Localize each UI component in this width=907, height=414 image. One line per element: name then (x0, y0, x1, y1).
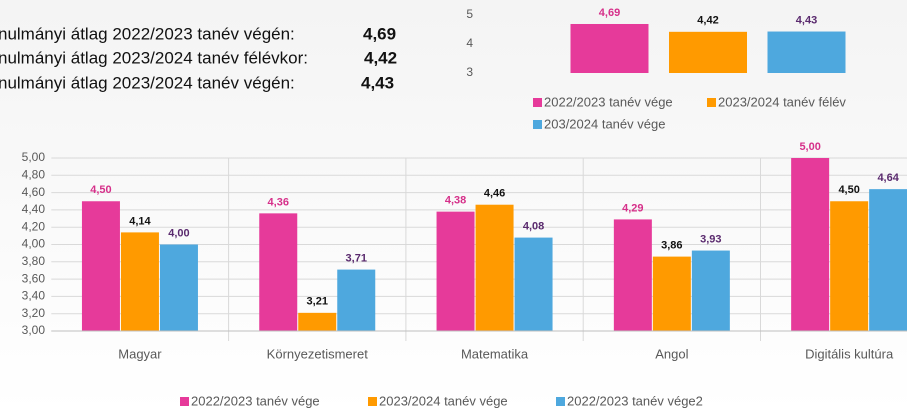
legend-label: 2022/2023 tanév vége2 (567, 393, 703, 408)
value-label: 4,64 (877, 172, 899, 184)
legend-label: 203/2024 tanév vége (544, 116, 665, 131)
bar (830, 201, 869, 331)
bar (691, 250, 730, 331)
bar (613, 219, 652, 331)
y-tick-label: 3,80 (22, 254, 46, 268)
summary-value: 4,69 (363, 24, 396, 43)
bar (159, 244, 198, 331)
value-label: 4,69 (599, 7, 620, 19)
bar (652, 256, 691, 331)
bar (298, 312, 337, 331)
legend-swatch (533, 120, 542, 129)
legend-label: 2023/2024 tanév félév (718, 94, 846, 109)
x-tick-label: Magyar (118, 346, 162, 361)
value-label: 3,71 (346, 252, 367, 264)
y-tick-label: 4,40 (22, 202, 46, 216)
value-label: 4,36 (268, 196, 289, 208)
bar (475, 204, 514, 331)
summary-value: 4,43 (361, 73, 394, 92)
y-tick-label: 4,80 (22, 167, 46, 181)
bar (570, 23, 649, 74)
y-tick-label: 3,40 (22, 289, 46, 303)
bar (514, 237, 553, 331)
summary-label: nulmányi átlag 2023/2024 tanév félévkor: (0, 48, 308, 67)
value-label: 4,42 (697, 15, 718, 27)
summary-value: 4,42 (364, 48, 397, 67)
y-tick-label: 5,00 (22, 150, 46, 164)
bar (791, 158, 830, 331)
bar (767, 31, 846, 74)
value-label: 3,86 (661, 240, 682, 252)
legend-label: 2023/2024 tanév vége (379, 393, 508, 408)
y-tick-label: 4,60 (22, 185, 46, 199)
value-label: 3,93 (700, 233, 721, 245)
summary-label: nulmányi átlag 2023/2024 tanév végén: (0, 73, 295, 92)
y-tick-label: 3 (466, 65, 473, 79)
bar (120, 232, 159, 331)
value-label: 4,43 (796, 14, 817, 26)
y-tick-label: 3,00 (22, 323, 46, 337)
value-label: 4,00 (168, 227, 189, 239)
legend-swatch (707, 98, 716, 107)
bar (81, 201, 120, 331)
value-label: 4,29 (622, 202, 643, 214)
legend-swatch (533, 98, 542, 107)
value-label: 4,50 (838, 184, 859, 196)
value-label: 3,21 (307, 296, 328, 308)
bar (669, 31, 747, 73)
bar (337, 269, 376, 331)
y-tick-label: 3,60 (22, 271, 46, 285)
value-label: 4,08 (523, 220, 544, 232)
x-tick-label: Digitális kultúra (805, 346, 894, 361)
value-label: 4,46 (484, 188, 505, 200)
x-tick-label: Matematika (461, 346, 529, 361)
legend-label: 2022/2023 tanév vége (544, 94, 673, 109)
bar (869, 189, 907, 331)
legend-swatch (556, 397, 565, 406)
value-label: 4,50 (90, 184, 111, 196)
y-tick-label: 4,00 (22, 237, 46, 251)
x-tick-label: Környezetismeret (267, 346, 369, 361)
y-tick-label: 4,20 (22, 219, 46, 233)
bar (259, 213, 298, 331)
legend-swatch (180, 397, 189, 406)
bar (436, 211, 475, 331)
legend-label: 2022/2023 tanév vége (191, 393, 320, 408)
value-label: 4,14 (129, 215, 151, 227)
summary-label: nulmányi átlag 2022/2023 tanév végén: (0, 24, 295, 43)
value-label: 4,38 (445, 195, 466, 207)
y-tick-label: 4 (466, 36, 473, 50)
x-tick-label: Angol (655, 346, 688, 361)
value-label: 5,00 (799, 141, 820, 153)
legend-swatch (368, 397, 377, 406)
y-tick-label: 5 (466, 7, 473, 21)
y-tick-label: 3,20 (22, 306, 46, 320)
